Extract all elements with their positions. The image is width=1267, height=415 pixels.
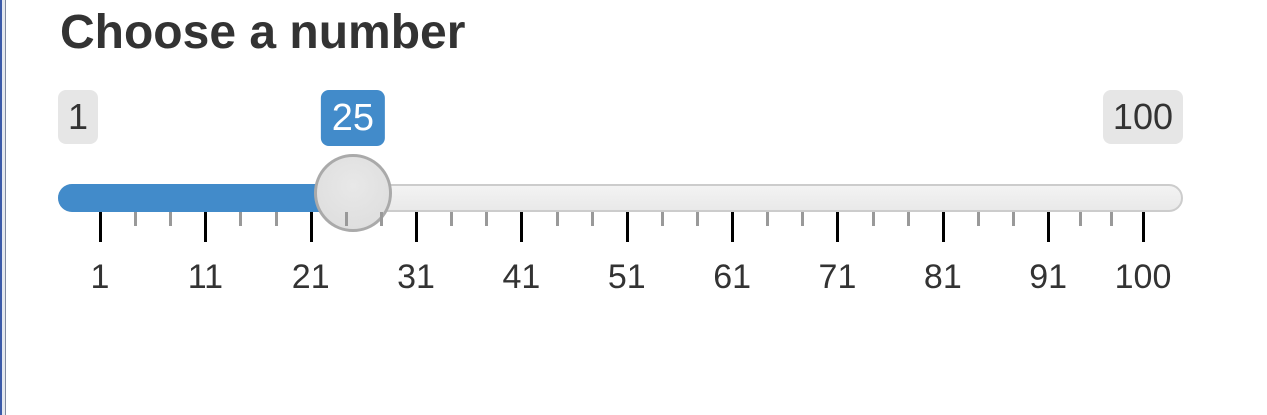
slider-minor-tick	[871, 212, 875, 226]
slider-major-tick	[941, 212, 945, 242]
slider-value-bubble: 25	[320, 90, 385, 146]
slider-major-tick	[520, 212, 524, 242]
slider-tick-label: 61	[713, 258, 752, 296]
slider-handle[interactable]	[313, 154, 392, 232]
slider-fill-bar	[58, 184, 353, 212]
slider-minor-tick	[450, 212, 454, 226]
slider-major-tick	[99, 212, 102, 242]
slider-minor-tick	[801, 212, 805, 226]
slider-minor-tick	[976, 212, 980, 226]
slider-label: Choose a number	[60, 6, 466, 59]
slider-minor-tick	[274, 212, 278, 226]
slider-minor-tick	[344, 212, 348, 226]
slider-minor-tick	[485, 212, 489, 226]
slider-max-label: 100	[1102, 90, 1183, 144]
slider-tick-label: 1	[90, 258, 110, 296]
slider-major-tick	[204, 212, 208, 242]
slider-minor-tick	[766, 212, 770, 226]
slider-minor-tick	[134, 212, 138, 226]
slider-minor-tick	[590, 212, 594, 226]
slider-tick-label: 11	[187, 258, 223, 296]
slider-major-tick	[836, 212, 840, 242]
slider-tick-label: 100	[1114, 258, 1172, 296]
slider-minor-tick	[1110, 212, 1114, 226]
slider-minor-tick	[379, 212, 383, 226]
slider-major-tick	[309, 212, 313, 242]
slider-tick-label: 81	[923, 258, 962, 296]
slider-major-tick	[1142, 212, 1145, 242]
slider-min-label: 1	[58, 90, 99, 144]
slider-minor-tick	[239, 212, 243, 226]
slider-major-tick	[625, 212, 629, 242]
slider-minor-tick	[660, 212, 664, 226]
slider-tick-label: 51	[607, 258, 646, 296]
slider-major-tick	[415, 212, 419, 242]
slider-minor-tick	[696, 212, 699, 226]
slider-minor-tick	[169, 212, 173, 226]
slider-tick-label: 21	[291, 258, 330, 296]
slider-minor-tick	[1012, 212, 1016, 226]
slider-tick-label: 71	[818, 258, 857, 296]
slider-tick-label: 91	[1029, 258, 1068, 296]
slider-minor-tick	[555, 212, 559, 226]
slider-tick-label: 31	[397, 258, 435, 296]
slider-major-tick	[731, 212, 735, 242]
slider-minor-tick	[1078, 212, 1082, 226]
slider-tick-label: 41	[502, 258, 541, 296]
window-left-edge	[0, 0, 6, 415]
slider-minor-tick	[906, 212, 910, 226]
slider-major-tick	[1047, 212, 1051, 242]
